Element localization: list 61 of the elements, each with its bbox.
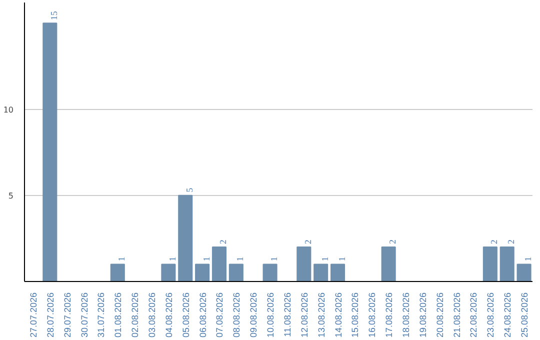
bar <box>110 264 125 282</box>
bar <box>212 246 227 282</box>
x-tick-label: 24.08.2026 <box>502 292 513 338</box>
x-tick-label: 31.07.2026 <box>96 292 106 338</box>
x-tick-label: 30.07.2026 <box>79 292 90 338</box>
x-tick-label: 12.08.2026 <box>299 292 310 338</box>
x-tick-label: 06.08.2026 <box>198 292 208 338</box>
bar <box>178 194 193 282</box>
x-tick-label: 17.08.2026 <box>384 292 394 338</box>
data-label: 1 <box>116 256 127 262</box>
data-label: 5 <box>184 187 194 192</box>
x-tick-label: 21.08.2026 <box>452 292 462 338</box>
x-tick-label: 22.08.2026 <box>468 292 479 338</box>
bar <box>195 264 210 282</box>
x-tick-label: 09.08.2026 <box>248 292 259 338</box>
data-label: 1 <box>167 256 178 262</box>
x-tick-label: 28.07.2026 <box>45 292 56 338</box>
data-label: 1 <box>201 256 212 262</box>
y-tick-label: 10 <box>3 105 14 114</box>
x-tick-label: 01.08.2026 <box>113 292 124 338</box>
bar <box>381 246 396 282</box>
x-tick-label: 08.08.2026 <box>232 292 242 338</box>
x-tick-label: 19.08.2026 <box>418 292 428 338</box>
x-tick-label: 02.08.2026 <box>130 292 140 338</box>
x-tick-label: 10.08.2026 <box>266 292 276 338</box>
x-tick-label: 29.07.2026 <box>62 292 72 338</box>
bar <box>296 246 312 282</box>
x-tick-label: 14.08.2026 <box>333 292 344 338</box>
x-tick-label: 16.08.2026 <box>367 292 378 338</box>
data-label: 1 <box>523 256 534 262</box>
x-tick-label: 27.07.2026 <box>28 292 38 338</box>
data-label: 15 <box>48 10 59 20</box>
data-label: 1 <box>336 256 347 262</box>
bar <box>314 264 328 282</box>
bar <box>262 264 278 282</box>
data-label: 2 <box>388 240 398 244</box>
data-label: 1 <box>235 256 246 262</box>
bar <box>330 264 346 282</box>
x-tick-label: 13.08.2026 <box>316 292 326 338</box>
data-label: 1 <box>269 256 280 262</box>
bar <box>42 22 58 282</box>
data-label: 2 <box>218 240 228 244</box>
x-tick-label: 07.08.2026 <box>214 292 225 338</box>
x-tick-label: 04.08.2026 <box>164 292 174 338</box>
data-label: 2 <box>489 240 500 244</box>
bar <box>516 264 532 282</box>
x-tick-label: 15.08.2026 <box>350 292 360 338</box>
x-tick-label: 23.08.2026 <box>486 292 496 338</box>
bar <box>482 246 498 282</box>
x-tick-label: 20.08.2026 <box>434 292 445 338</box>
bar <box>228 264 244 282</box>
bar <box>500 246 514 282</box>
x-tick-label: 18.08.2026 <box>401 292 411 338</box>
x-tick-label: 03.08.2026 <box>147 292 157 338</box>
x-tick-label: 25.08.2026 <box>520 292 530 338</box>
data-label: 2 <box>506 240 516 244</box>
x-tick-label: 11.08.2026 <box>282 292 292 337</box>
x-tick-label: 05.08.2026 <box>180 292 191 338</box>
data-label: 2 <box>302 240 313 244</box>
data-label: 1 <box>320 256 330 262</box>
bar <box>161 264 176 282</box>
